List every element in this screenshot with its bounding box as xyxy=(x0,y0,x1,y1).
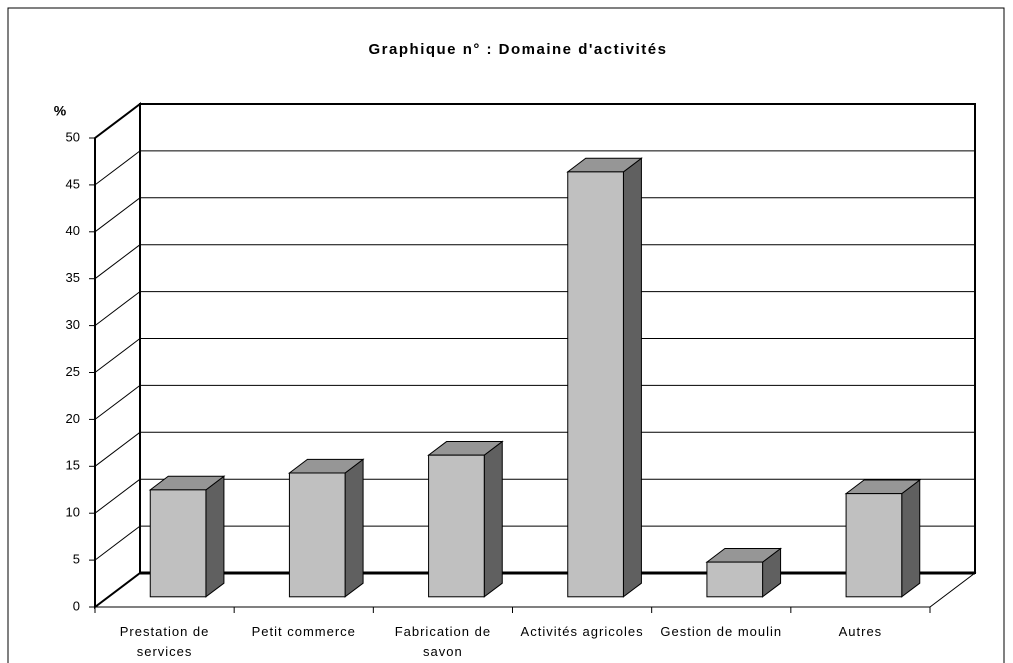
y-tick-label: 0 xyxy=(73,598,80,613)
bar xyxy=(845,493,903,598)
chart-title: Graphique n° : Domaine d'activités xyxy=(369,41,668,58)
bar-side xyxy=(344,458,364,598)
x-tick-label: Petit commerce xyxy=(251,624,356,639)
y-axis-label: % xyxy=(54,103,67,119)
bar-side xyxy=(205,475,225,598)
y-tick-label: 35 xyxy=(66,270,80,285)
chart-border xyxy=(7,7,1005,663)
bar xyxy=(567,171,624,598)
bar-side xyxy=(622,157,642,598)
y-tick-label: 40 xyxy=(66,223,80,238)
grid-line-side xyxy=(94,478,141,514)
x-tick-label: Gestion de moulin xyxy=(660,624,783,639)
y-tick-label: 25 xyxy=(66,364,80,379)
grid-line-side xyxy=(94,291,141,326)
x-tick-label: Autres xyxy=(838,624,883,639)
floor xyxy=(93,572,977,608)
grid-line-side xyxy=(94,385,141,420)
grid-line-side xyxy=(94,197,141,233)
x-tick-label: Prestation de services xyxy=(119,624,210,659)
grid-line-side xyxy=(94,572,141,608)
x-tick-label: Fabrication de savon xyxy=(394,624,492,659)
y-tick-label: 20 xyxy=(66,411,80,426)
grid-line-side xyxy=(94,103,141,139)
bar xyxy=(706,561,764,598)
grid-line-side xyxy=(94,244,141,280)
y-tick-label: 45 xyxy=(66,176,80,191)
bar-side xyxy=(483,440,503,598)
grid-line-side xyxy=(94,431,141,467)
bar xyxy=(149,489,207,598)
y-tick-label: 15 xyxy=(66,458,80,473)
bar xyxy=(428,454,485,598)
y-tick-label: 30 xyxy=(66,317,80,332)
grid-line-side xyxy=(94,525,141,561)
y-tick-label: 50 xyxy=(66,129,80,144)
x-tick-label: Activités agricoles xyxy=(520,624,644,639)
bar-side xyxy=(901,479,921,598)
bar xyxy=(288,472,346,598)
grid-line-side xyxy=(94,150,141,186)
y-tick-label: 10 xyxy=(66,505,80,520)
y-tick-label: 5 xyxy=(73,552,80,567)
grid-line-side xyxy=(94,338,141,373)
